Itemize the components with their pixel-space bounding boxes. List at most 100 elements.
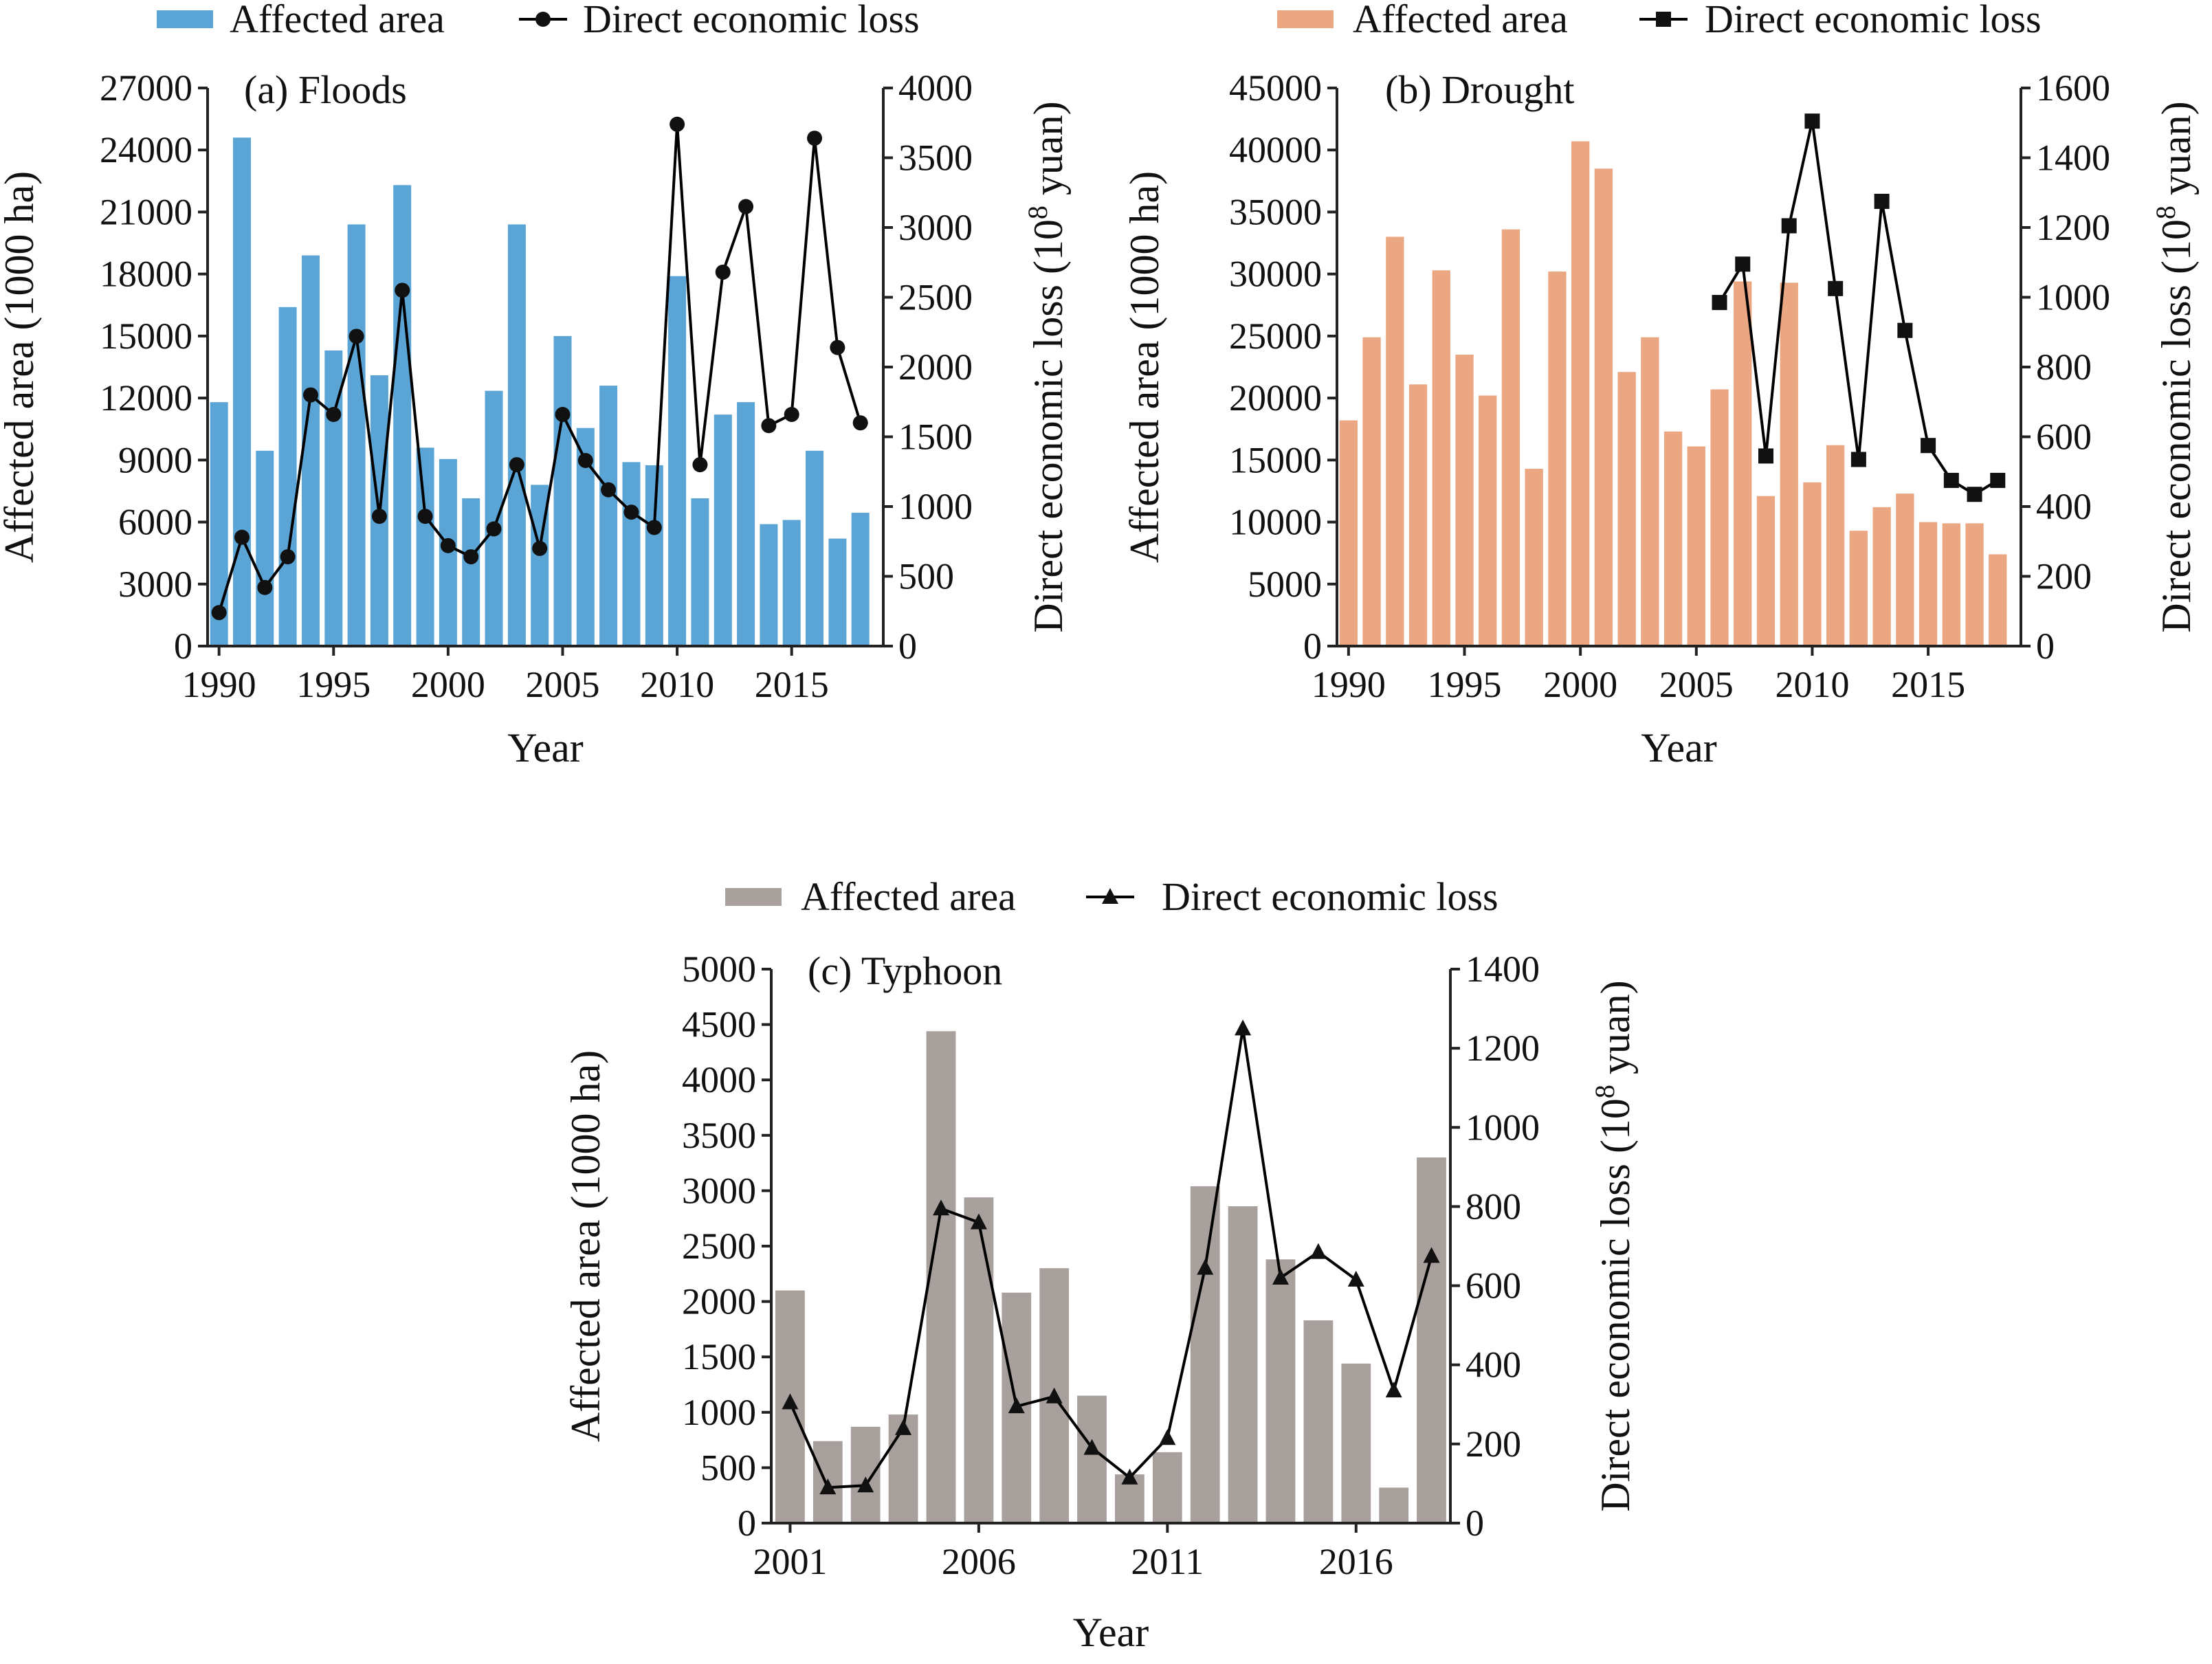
loss-line bbox=[788, 1028, 1433, 1489]
y2-tick-label: 2000 bbox=[898, 346, 973, 388]
x-tick-label: 2016 bbox=[1319, 1541, 1393, 1582]
bar bbox=[1849, 531, 1868, 646]
legend-bar-swatch bbox=[1277, 10, 1334, 28]
bar bbox=[691, 498, 709, 646]
bar bbox=[1455, 355, 1474, 646]
loss-markers bbox=[782, 1019, 1440, 1495]
loss-point bbox=[852, 415, 868, 431]
loss-point bbox=[807, 131, 823, 146]
y2-tick-label: 500 bbox=[898, 556, 954, 597]
loss-point bbox=[577, 453, 593, 469]
legend-label-affected-area: Affected area bbox=[230, 0, 445, 41]
bar bbox=[1548, 271, 1567, 647]
y2-axis-title: Direct economic loss (108 yuan) bbox=[1022, 101, 1071, 632]
bar bbox=[1501, 229, 1520, 646]
y-tick-label: 12000 bbox=[100, 377, 192, 419]
loss-point bbox=[1046, 1387, 1063, 1404]
x-tick-label: 2011 bbox=[1131, 1541, 1204, 1582]
loss-point bbox=[1874, 193, 1890, 209]
legend-marker-swatch bbox=[1656, 12, 1671, 27]
x-tick-label: 2006 bbox=[942, 1541, 1016, 1582]
y-tick-label: 9000 bbox=[118, 439, 192, 480]
bar bbox=[1339, 420, 1358, 646]
loss-point bbox=[1423, 1247, 1440, 1263]
y2-tick-label: 1200 bbox=[2036, 207, 2110, 248]
loss-point bbox=[440, 537, 456, 553]
y-tick-label: 1500 bbox=[682, 1336, 756, 1377]
x-axis-title: Year bbox=[1073, 1610, 1149, 1655]
y-tick-label: 45000 bbox=[1229, 67, 1322, 109]
y-tick-label: 4500 bbox=[682, 1004, 756, 1045]
loss-point bbox=[1897, 322, 1913, 338]
bar bbox=[1965, 523, 1984, 646]
y2-axis-title-sup: 8 bbox=[1022, 206, 1053, 219]
bar bbox=[1872, 507, 1891, 646]
bar-series bbox=[775, 1031, 1446, 1523]
bar bbox=[1617, 372, 1636, 646]
bar bbox=[1303, 1320, 1334, 1523]
y-tick-label: 24000 bbox=[100, 129, 192, 170]
y2-tick-label: 2500 bbox=[898, 277, 973, 318]
loss-point bbox=[761, 418, 777, 434]
bar bbox=[760, 524, 778, 646]
y-tick-label: 30000 bbox=[1229, 254, 1322, 295]
bar-series bbox=[210, 137, 870, 647]
loss-point bbox=[1385, 1382, 1402, 1398]
chart-panel-2: 0500010000150002000025000300003500040000… bbox=[1122, 0, 2199, 770]
bar bbox=[1896, 493, 1914, 646]
bar bbox=[1663, 431, 1683, 646]
loss-point bbox=[1008, 1397, 1025, 1414]
bar bbox=[1417, 1157, 1446, 1523]
loss-point bbox=[1712, 295, 1727, 311]
loss-point bbox=[371, 509, 387, 524]
bar bbox=[1190, 1186, 1220, 1523]
y-tick-label: 0 bbox=[738, 1502, 756, 1544]
bar bbox=[278, 307, 297, 646]
y-tick-label: 6000 bbox=[118, 502, 192, 543]
bar bbox=[668, 276, 687, 646]
loss-point bbox=[830, 340, 845, 355]
y2-axis-title-suffix: yuan) bbox=[1593, 980, 1638, 1085]
y2-axis-title-sup: 8 bbox=[1589, 1085, 1620, 1098]
y2-tick-label: 800 bbox=[2036, 346, 2092, 388]
bar bbox=[782, 520, 801, 646]
loss-point bbox=[509, 457, 524, 473]
y2-tick-label: 0 bbox=[898, 625, 917, 667]
bar bbox=[1989, 554, 2007, 646]
y-tick-label: 2500 bbox=[682, 1225, 756, 1267]
bar bbox=[393, 185, 412, 646]
loss-point bbox=[532, 540, 548, 556]
y2-axis-title: Direct economic loss (108 yuan) bbox=[2150, 101, 2199, 632]
loss-point bbox=[1828, 280, 1844, 296]
bar bbox=[233, 137, 251, 646]
bar bbox=[1918, 522, 1938, 646]
loss-point bbox=[302, 387, 318, 403]
bar bbox=[964, 1197, 994, 1523]
y2-tick-label: 600 bbox=[1466, 1265, 1521, 1307]
bar bbox=[1710, 389, 1729, 646]
y2-axis-title-prefix: Direct economic loss (10 bbox=[2154, 219, 2199, 633]
legend-label-affected-area: Affected area bbox=[1353, 0, 1568, 41]
y2-tick-label: 1200 bbox=[1466, 1028, 1540, 1069]
loss-point bbox=[1235, 1019, 1252, 1036]
loss-point bbox=[280, 549, 296, 565]
loss-point bbox=[257, 579, 273, 595]
y-tick-label: 15000 bbox=[1229, 439, 1322, 480]
y-tick-label: 5000 bbox=[1248, 564, 1322, 605]
x-tick-label: 2015 bbox=[755, 664, 829, 705]
loss-point bbox=[1083, 1439, 1101, 1455]
loss-point bbox=[601, 482, 617, 498]
loss-point bbox=[1735, 256, 1751, 272]
y-tick-label: 21000 bbox=[100, 191, 192, 232]
legend: Affected area Direct economic loss bbox=[1277, 0, 2042, 41]
y2-tick-label: 1400 bbox=[2036, 137, 2110, 179]
legend-label-direct-economic-loss: Direct economic loss bbox=[583, 0, 920, 41]
y2-tick-label: 1000 bbox=[1466, 1107, 1540, 1148]
x-tick-label: 1990 bbox=[182, 664, 256, 705]
bar bbox=[1571, 141, 1590, 647]
loss-point bbox=[1990, 472, 2006, 488]
y-tick-label: 3000 bbox=[682, 1170, 756, 1211]
panel-label: (c) Typhoon bbox=[808, 949, 1002, 993]
loss-point bbox=[326, 407, 342, 423]
bar bbox=[1734, 281, 1752, 646]
